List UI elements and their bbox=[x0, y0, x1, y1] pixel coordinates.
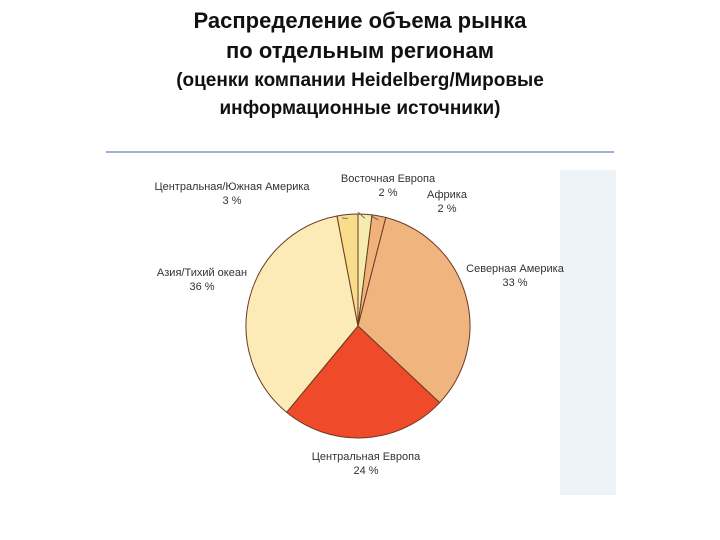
title-line-2: по отдельным регионам bbox=[226, 38, 494, 63]
pie-slice bbox=[336, 213, 359, 327]
slice-label: Центральная/Южная Америка bbox=[154, 181, 310, 193]
slice-label: Азия/Тихий океан bbox=[157, 267, 247, 279]
slice-percent-label: 36 % bbox=[189, 281, 214, 293]
pie-slice bbox=[245, 215, 359, 414]
slice-label: Африка bbox=[427, 189, 468, 201]
pie-slice bbox=[357, 216, 471, 404]
slice-percent-label: 2 % bbox=[438, 203, 457, 215]
leader-line bbox=[357, 211, 366, 219]
leader-line bbox=[370, 215, 379, 221]
title-line-4: информационные источники) bbox=[219, 98, 501, 119]
pie-slice bbox=[285, 325, 441, 439]
chart-title: Распределение объема рынка по отдельным … bbox=[0, 6, 720, 122]
background-panel bbox=[560, 170, 616, 495]
slice-label: Восточная Европа bbox=[341, 173, 436, 185]
slice-label: Северная Америка bbox=[466, 263, 565, 275]
slice-percent-label: 33 % bbox=[502, 277, 527, 289]
title-line-1: Распределение объема рынка bbox=[193, 8, 527, 33]
slice-percent-label: 24 % bbox=[353, 465, 378, 477]
slice-percent-label: 2 % bbox=[379, 187, 398, 199]
slice-percent-label: 3 % bbox=[223, 195, 242, 207]
slice-label: Центральная Европа bbox=[312, 451, 421, 463]
title-line-3: (оценки компании Heidelberg/Мировые bbox=[176, 70, 544, 91]
